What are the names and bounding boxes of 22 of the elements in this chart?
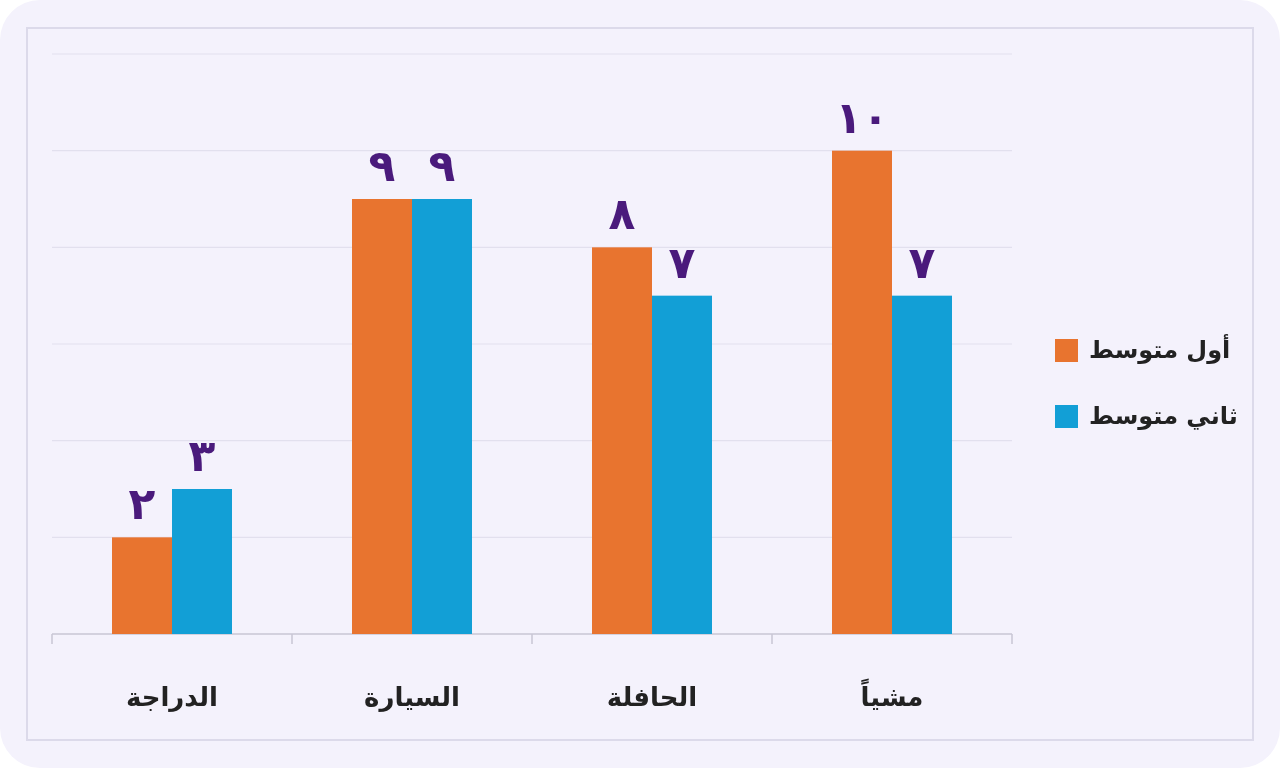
- data-label: ٣: [188, 430, 216, 481]
- bar: [112, 537, 172, 634]
- data-label: ٧: [668, 236, 696, 288]
- bar: [172, 489, 232, 634]
- x-tick-label: السيارة: [364, 681, 460, 712]
- data-label: ١٠: [835, 91, 889, 143]
- x-tick-label: مشياً: [860, 677, 924, 712]
- data-label: ٩: [428, 140, 456, 191]
- legend-label: ثاني متوسط: [1089, 402, 1238, 430]
- bar: [412, 199, 472, 634]
- bar: [892, 295, 952, 634]
- bar: [352, 199, 412, 634]
- bar: [832, 150, 892, 634]
- bar: [592, 247, 652, 634]
- data-label: ٨: [608, 188, 636, 240]
- data-label: ٩: [368, 140, 396, 191]
- x-tick-label: الدراجة: [125, 681, 219, 712]
- x-tick-label: الحافلة: [606, 681, 698, 712]
- legend-label: أول متوسط: [1089, 334, 1231, 364]
- data-label: ٧: [908, 236, 936, 288]
- data-label: ٢: [128, 478, 156, 530]
- bar: [652, 295, 712, 634]
